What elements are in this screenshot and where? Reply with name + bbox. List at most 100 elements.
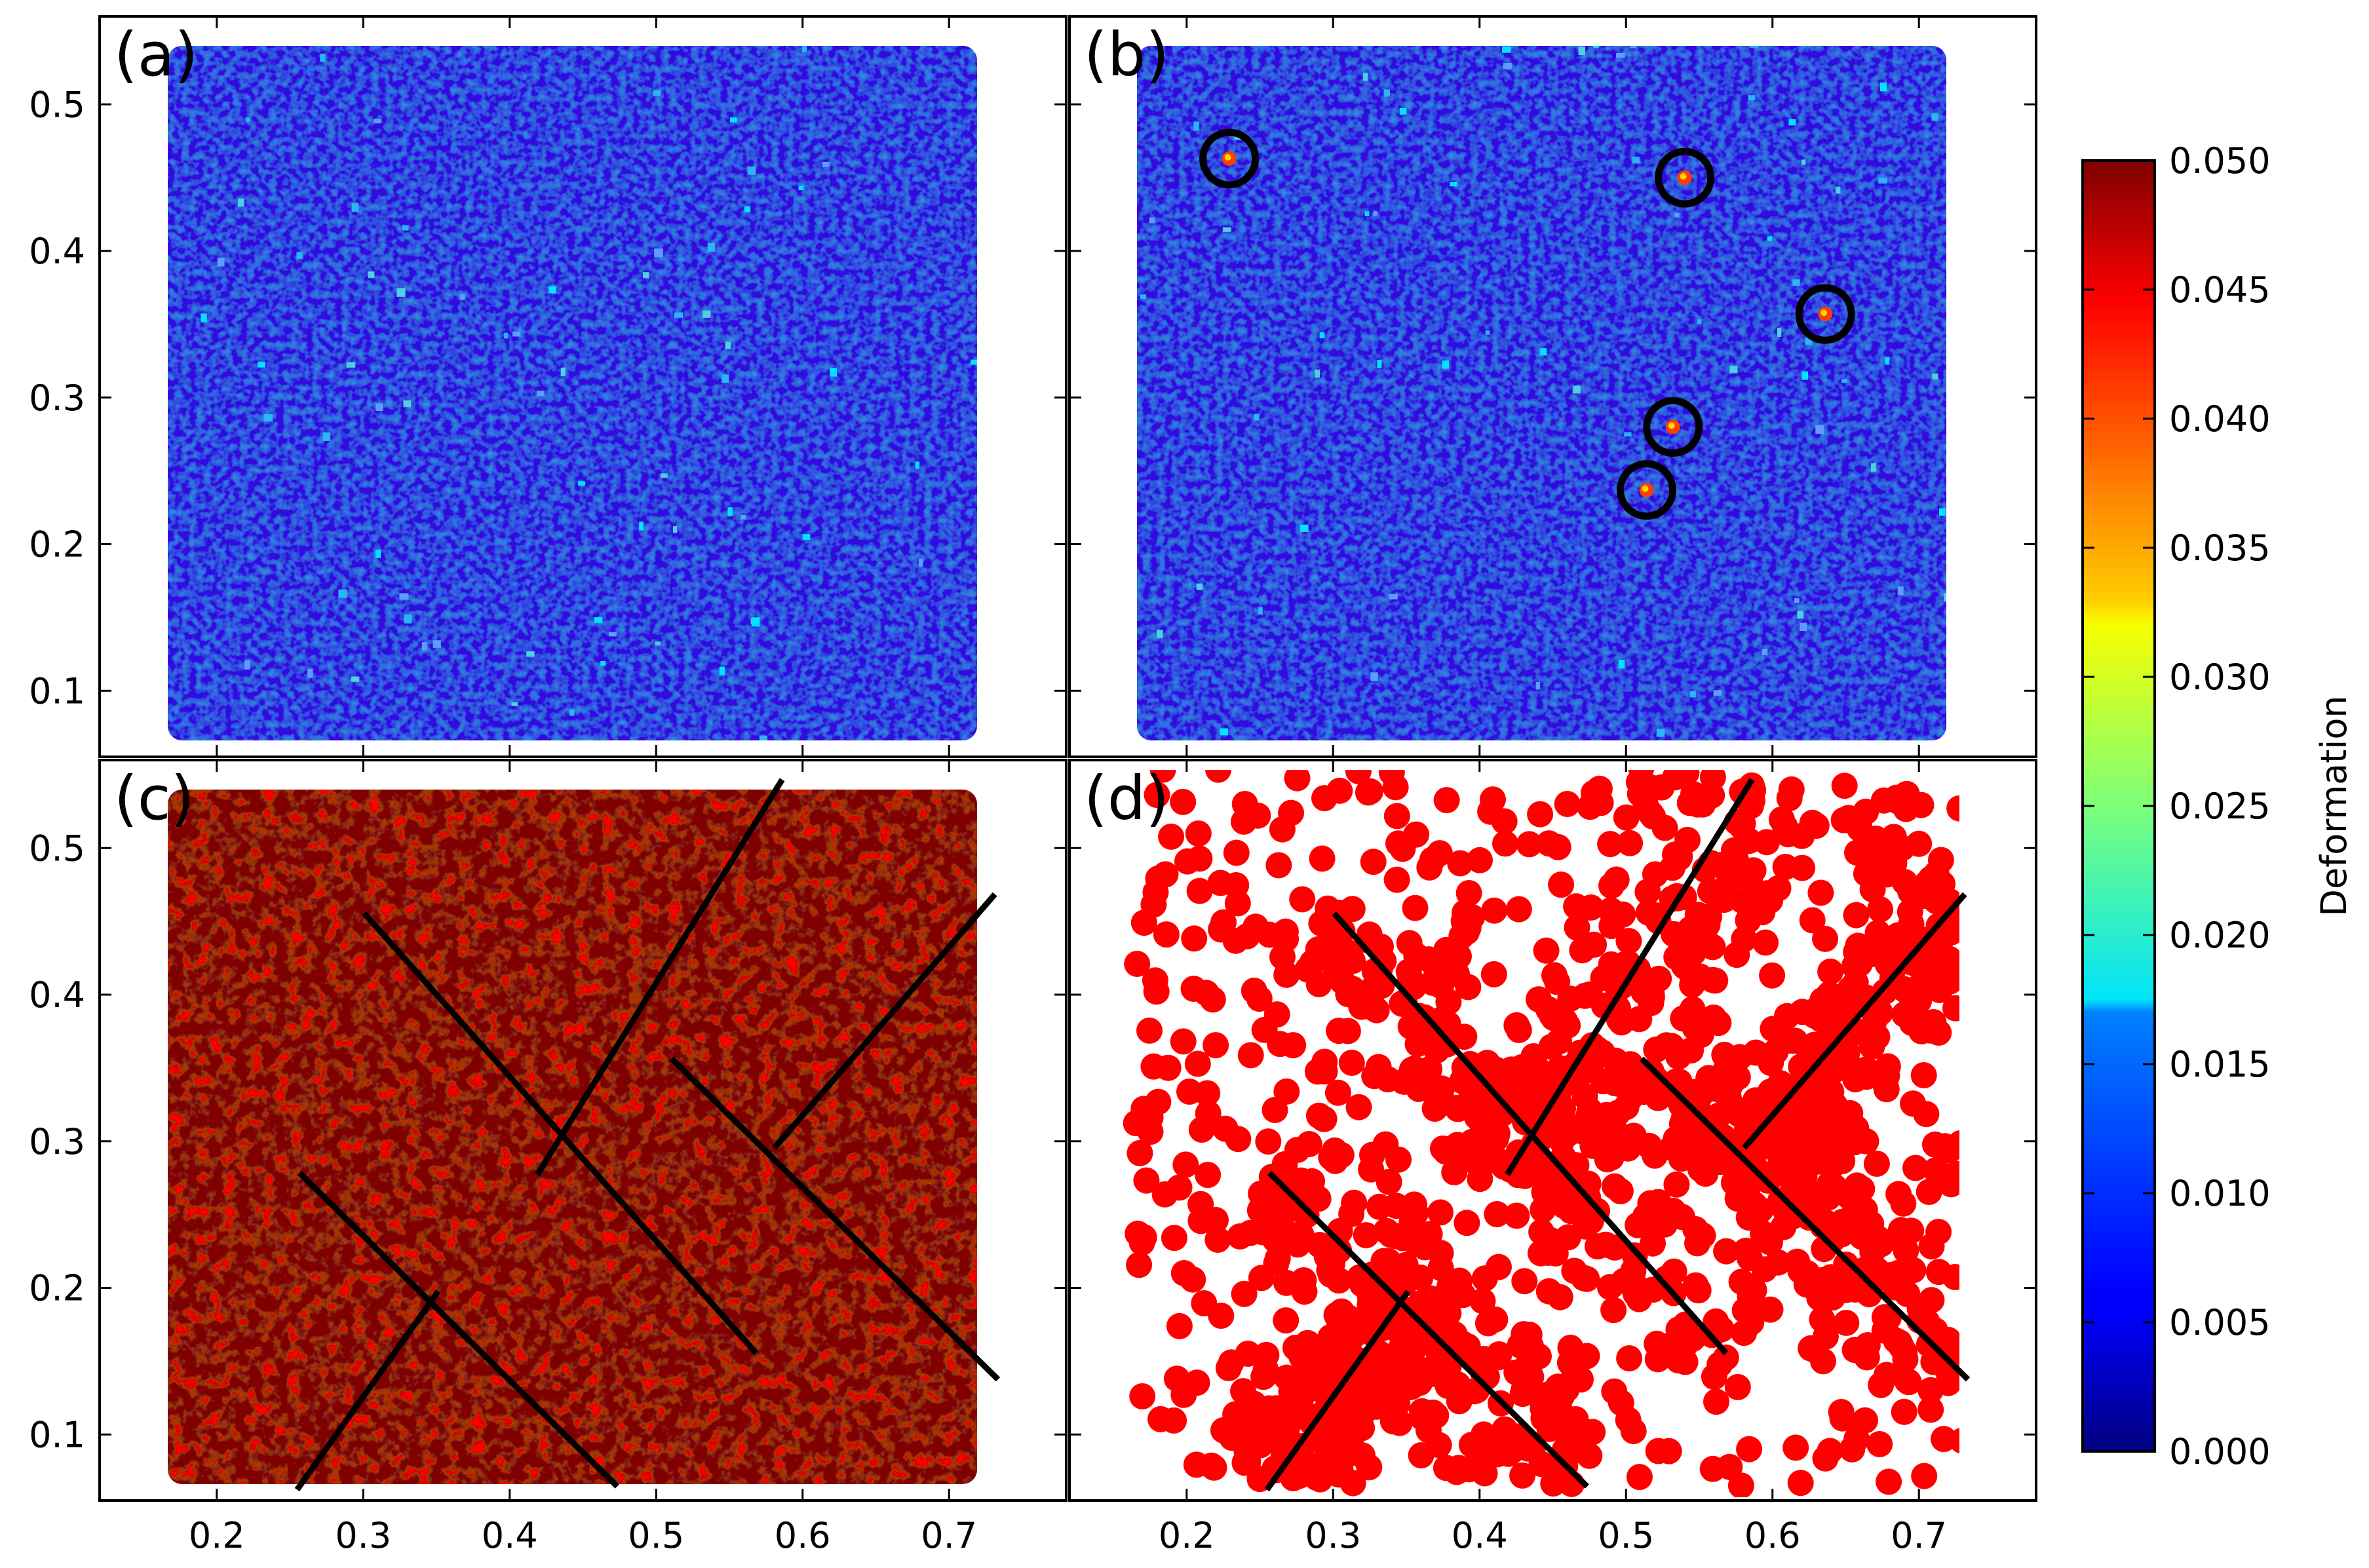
particle-dot [1902, 1155, 1929, 1181]
particle-dot [1356, 1454, 1383, 1481]
y-tick-label: 0.4 [29, 231, 85, 272]
particle-dot [1851, 1341, 1878, 1367]
particle-dot [1769, 1160, 1796, 1187]
particle-dot [1570, 1265, 1597, 1291]
particle-dot [1509, 1054, 1535, 1080]
particle-dot [1858, 941, 1885, 968]
x-tick-label: 0.5 [1598, 1515, 1654, 1556]
particle-dot [1273, 1078, 1300, 1105]
particle-dot [1752, 929, 1779, 956]
particle-dot [1525, 1153, 1552, 1179]
field-speck [537, 391, 545, 396]
particle-dot [1776, 785, 1803, 812]
particle-dot [1231, 1280, 1258, 1307]
y-tick-label: 0.4 [29, 974, 85, 1016]
particle-dot [1255, 1128, 1282, 1155]
particle-dot [1867, 999, 1894, 1026]
field-speck [403, 400, 412, 408]
particle-dot [1257, 1179, 1283, 1206]
particle-dot [1904, 974, 1931, 1001]
field-speck [459, 294, 465, 300]
particle-dot [1917, 1396, 1944, 1423]
field-speck [1792, 279, 1800, 286]
field-speck [744, 206, 751, 213]
particle-dot [1361, 1063, 1388, 1090]
hotspot-core [1680, 173, 1687, 180]
field-speck [1618, 660, 1625, 669]
field-speck [511, 702, 518, 706]
field-speck [338, 589, 347, 598]
particle-dot [1338, 1050, 1365, 1076]
particle-dot [1309, 1348, 1336, 1375]
particle-dot [1608, 1389, 1634, 1416]
particle-dot [1812, 1323, 1839, 1350]
shear-band-line [772, 892, 997, 1150]
particle-dot [1712, 1344, 1739, 1371]
particle-dot [1655, 1438, 1682, 1464]
particle-dot [1208, 1303, 1235, 1329]
particle-dot [1319, 1324, 1345, 1350]
field-speck [1222, 227, 1231, 232]
field-speck [258, 361, 266, 368]
particle-dot [1541, 962, 1568, 989]
field-shade [168, 46, 977, 740]
particle-dot [1911, 1463, 1938, 1489]
field-speck [1300, 524, 1309, 532]
particle-dot [1740, 857, 1767, 884]
particle-dot [1594, 1146, 1621, 1173]
shear-band-line [1742, 892, 1967, 1150]
hotspot-ring [1199, 128, 1260, 189]
particle-dot [1458, 1432, 1485, 1458]
particle-dot [1699, 934, 1726, 961]
particle-dot [1812, 925, 1839, 952]
x-tick-label: 0.4 [482, 1515, 538, 1556]
particle-dot [1294, 956, 1321, 983]
y-tick-label: 0.5 [29, 828, 85, 869]
field-speck [1674, 212, 1680, 218]
particle-dot [1503, 1202, 1530, 1229]
field-speck [643, 272, 649, 278]
particle-dot [1852, 1407, 1878, 1434]
field-speck [741, 514, 746, 520]
field-speck [1767, 236, 1773, 241]
particle-dot [1782, 1027, 1808, 1054]
field-speck [1801, 372, 1809, 380]
particle-dot [1738, 1309, 1765, 1336]
field-speck [639, 522, 644, 531]
field-speck [503, 332, 509, 339]
particle-dot [1345, 1094, 1372, 1120]
particle-dot [1195, 1100, 1222, 1127]
particle-dot [1819, 1284, 1846, 1311]
particle-dot [1490, 1432, 1516, 1459]
particle-dot [1689, 791, 1716, 818]
x-tick-label: 0.7 [921, 1515, 977, 1556]
field-shade [1137, 46, 1946, 740]
particle-dot [1480, 786, 1506, 813]
particle-dot [1215, 1354, 1242, 1381]
field-speck [1384, 89, 1390, 97]
particle-dot [1697, 878, 1724, 905]
particle-dot [1576, 1097, 1603, 1124]
field-speck [672, 526, 678, 533]
particle-dot [1428, 972, 1454, 999]
field-speck [1689, 691, 1696, 698]
particle-dot [1348, 993, 1375, 1020]
panel-b: (b) [1068, 15, 2037, 758]
particle-dot [1853, 1212, 1880, 1239]
particle-dot [1328, 1430, 1355, 1457]
field-speck [609, 632, 617, 637]
field-speck [421, 642, 427, 651]
y-tick-label: 0.3 [29, 1121, 85, 1162]
particle-dot [1754, 829, 1780, 856]
particle-dot [1339, 896, 1366, 923]
particle-dot [1186, 877, 1213, 904]
field-speck [399, 593, 409, 600]
particle-dot [1223, 839, 1250, 866]
x-tick-label: 0.6 [775, 1515, 831, 1556]
field-speck [971, 359, 977, 365]
particle-dot [1600, 1297, 1627, 1324]
particle-dot [1370, 947, 1397, 974]
field-speck [569, 709, 575, 716]
y-tick-label: 0.1 [29, 1414, 85, 1455]
field-speck [549, 286, 556, 294]
